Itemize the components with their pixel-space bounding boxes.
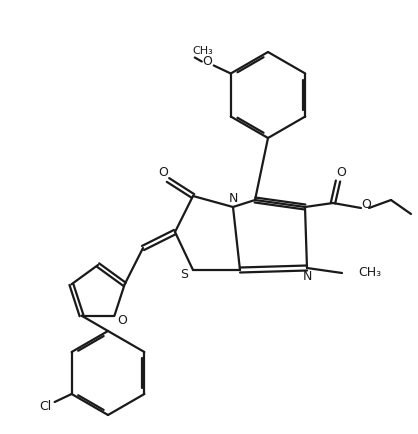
Text: CH₃: CH₃: [193, 46, 214, 56]
Text: S: S: [180, 269, 188, 282]
Text: CH₃: CH₃: [358, 266, 381, 279]
Text: N: N: [302, 270, 312, 283]
Text: O: O: [336, 167, 346, 180]
Text: O: O: [117, 314, 127, 327]
Text: N: N: [228, 193, 238, 206]
Text: O: O: [361, 198, 371, 211]
Text: O: O: [202, 55, 212, 68]
Text: O: O: [158, 165, 168, 178]
Text: Cl: Cl: [40, 400, 52, 412]
